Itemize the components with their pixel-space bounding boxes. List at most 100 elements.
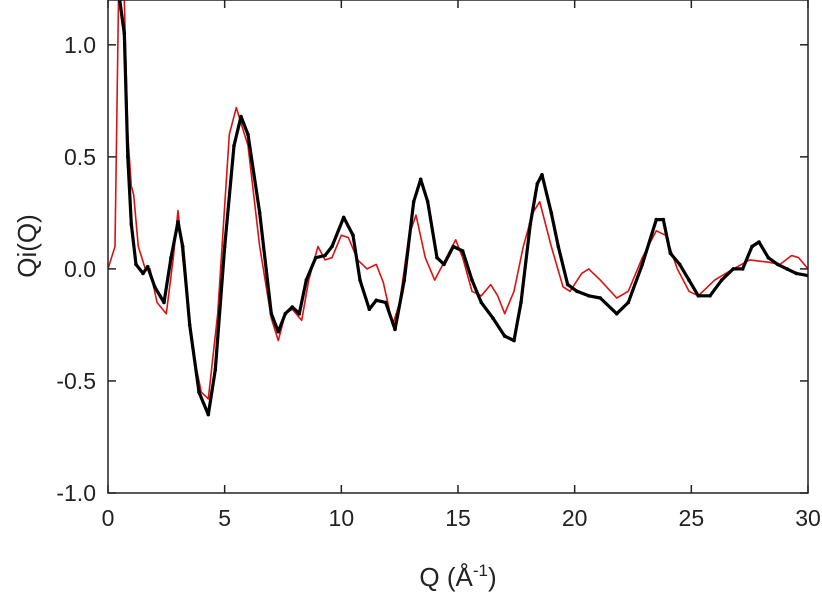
- series-point-1-10: [176, 220, 180, 224]
- y-tick-label-2: 0.0: [64, 256, 96, 282]
- series-point-1-72: [740, 267, 745, 271]
- series-point-1-55: [556, 244, 561, 249]
- y-tick-label-1: -0.5: [56, 368, 96, 394]
- series-point-1-17: [232, 143, 236, 148]
- series-point-1-43: [451, 244, 456, 249]
- series-line-0: [108, 0, 808, 400]
- series-point-1-57: [575, 289, 579, 294]
- x-axis-label: Q (Å-1): [419, 561, 496, 592]
- x-axis-label-superscript: -1: [473, 561, 488, 580]
- series-point-1-28: [323, 253, 327, 258]
- series-point-1-74: [757, 240, 761, 244]
- series-point-1-68: [696, 294, 701, 298]
- series-point-1-47: [491, 316, 495, 321]
- series-point-1-59: [598, 296, 603, 300]
- series-point-1-23: [283, 311, 288, 316]
- series-point-1-4: [134, 262, 138, 267]
- x-tick-label-0: 0: [102, 505, 115, 531]
- series-point-1-35: [383, 300, 388, 305]
- series-point-1-58: [586, 294, 591, 298]
- series-point-1-53: [540, 173, 544, 177]
- series-point-1-46: [479, 300, 484, 305]
- series-point-1-77: [785, 267, 789, 271]
- series-point-1-45: [470, 278, 474, 282]
- series-point-1-70: [719, 278, 724, 282]
- x-tick-label-1: 5: [218, 505, 231, 531]
- series-line-1: [118, 0, 808, 417]
- series-point-1-38: [411, 199, 416, 204]
- series-point-1-49: [512, 338, 516, 343]
- series-point-1-34: [374, 298, 379, 303]
- series-point-1-26: [304, 278, 309, 282]
- series-point-1-69: [708, 294, 712, 298]
- series-point-1-12: [187, 323, 192, 327]
- series-point-1-37: [402, 278, 407, 282]
- series-point-1-41: [435, 255, 439, 260]
- series-point-1-40: [425, 199, 430, 204]
- series-point-1-3: [129, 222, 134, 226]
- series-point-1-61: [626, 300, 631, 305]
- series-point-1-75: [766, 255, 771, 260]
- series-point-1-25: [297, 311, 302, 316]
- series-point-1-65: [668, 251, 673, 255]
- series-point-1-78: [794, 271, 799, 276]
- y-axis-label: Qi(Q): [12, 214, 42, 278]
- series-point-1-50: [519, 300, 523, 305]
- x-tick-label-4: 20: [562, 505, 588, 531]
- series-point-1-52: [535, 182, 540, 186]
- series-point-1-39: [418, 177, 423, 182]
- series-point-1-62: [640, 262, 645, 267]
- series-point-1-11: [180, 244, 185, 249]
- series-point-1-51: [528, 222, 533, 226]
- series-point-1-64: [661, 217, 666, 222]
- series-point-1-44: [460, 249, 465, 253]
- series-point-1-29: [330, 244, 334, 249]
- series-point-1-71: [731, 267, 736, 271]
- series-point-1-18: [239, 114, 243, 119]
- y-tick-label-4: 1.0: [64, 32, 96, 58]
- series-point-1-30: [341, 215, 346, 220]
- series-point-1-31: [351, 233, 355, 238]
- series-point-1-36: [393, 327, 397, 332]
- series-point-1-14: [206, 412, 211, 417]
- series-point-1-16: [222, 244, 227, 249]
- y-tick-label-3: 0.5: [64, 144, 96, 170]
- series-point-1-54: [549, 211, 554, 215]
- series-point-1-33: [367, 307, 372, 312]
- series-point-1-67: [687, 278, 691, 282]
- series-point-1-20: [257, 211, 262, 215]
- series-point-1-27: [313, 255, 318, 260]
- series-point-1-63: [654, 217, 659, 222]
- x-tick-label-2: 10: [329, 505, 355, 531]
- series-point-1-5: [141, 271, 145, 276]
- series-point-1-60: [614, 311, 619, 316]
- series-point-1-24: [290, 305, 295, 309]
- series-point-1-8: [162, 300, 166, 305]
- series-point-1-7: [152, 285, 157, 289]
- series-point-1-15: [213, 367, 218, 372]
- x-tick-label-6: 30: [795, 505, 821, 531]
- series-point-1-19: [246, 132, 250, 137]
- series-point-1-48: [502, 334, 507, 338]
- series-point-1-9: [169, 255, 173, 260]
- series-point-1-42: [442, 262, 446, 267]
- series-point-1-56: [565, 282, 570, 287]
- y-tick-label-0: -1.0: [56, 480, 96, 506]
- x-tick-label-3: 15: [445, 505, 471, 531]
- series-point-1-73: [750, 244, 754, 249]
- series-point-1-13: [197, 390, 201, 395]
- series-point-1-1: [122, 31, 127, 36]
- series-point-1-32: [358, 278, 362, 282]
- x-axis-label-close: ): [488, 562, 497, 592]
- series-point-1-22: [276, 329, 281, 334]
- series-point-1-66: [677, 262, 682, 267]
- series-point-1-6: [145, 264, 150, 269]
- ticks-layer: 0 5 10 15 20 25 30 -1.0 -0.5 0.0 0.5 1.0: [56, 0, 821, 531]
- series-point-1-76: [775, 262, 780, 267]
- series-point-1-2: [126, 155, 130, 159]
- x-tick-label-5: 25: [679, 505, 705, 531]
- series-layer: [108, 0, 808, 417]
- series-point-1-21: [269, 311, 274, 316]
